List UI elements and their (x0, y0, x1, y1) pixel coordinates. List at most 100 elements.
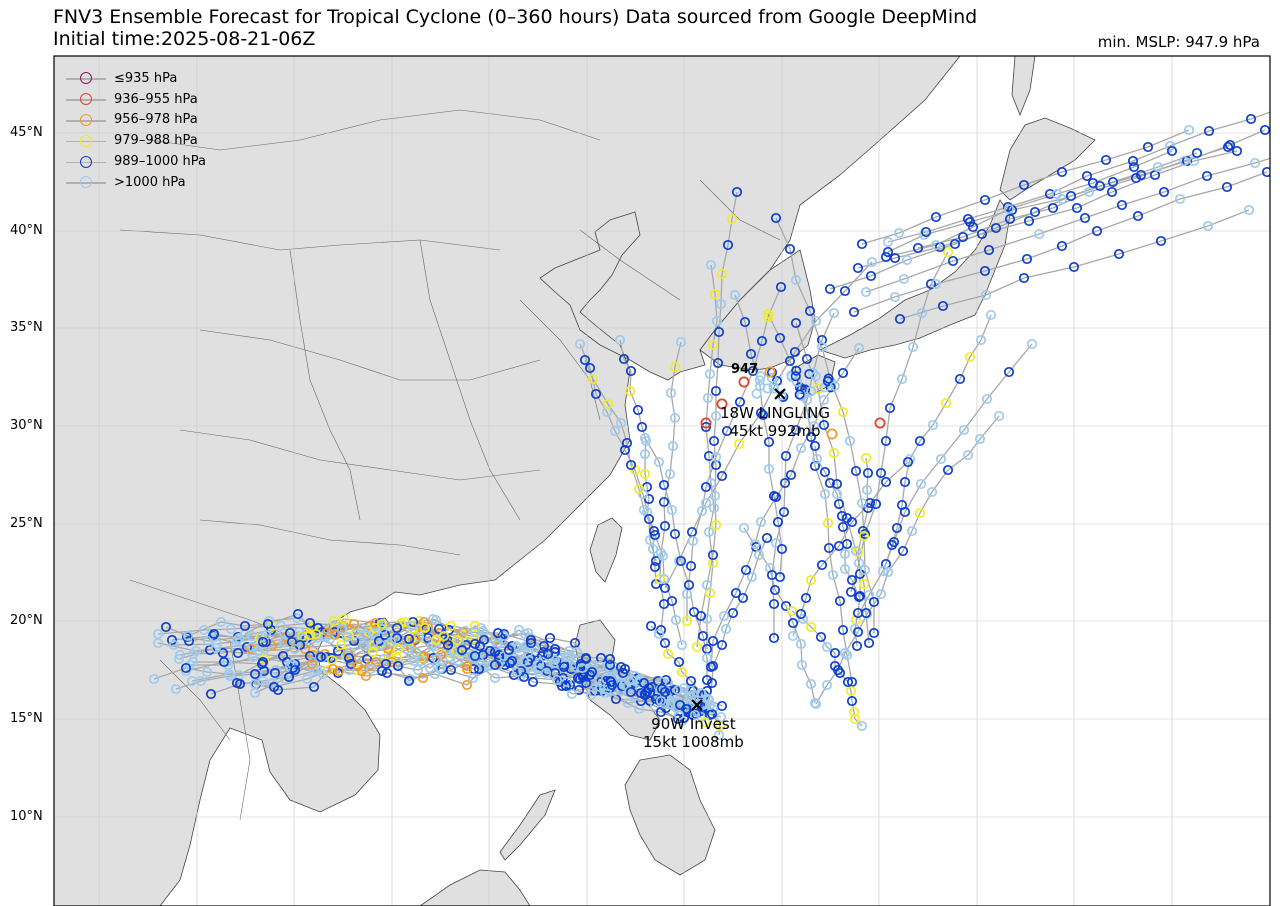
track-point (687, 535, 699, 547)
track-point (322, 626, 334, 638)
track-point (710, 451, 722, 463)
lat-label-10n: 10°N (10, 809, 43, 824)
track-point (408, 655, 420, 667)
track-point (1106, 186, 1118, 198)
track-point (672, 713, 684, 725)
track-point (737, 592, 749, 604)
track-point (899, 506, 911, 518)
track-point (688, 606, 700, 618)
track-point (801, 353, 813, 365)
track-point (704, 368, 716, 380)
track-point (328, 615, 340, 627)
track-point (348, 618, 360, 630)
track-point (860, 286, 872, 298)
track-point (942, 464, 954, 476)
track-point (702, 392, 714, 404)
track-point (1202, 220, 1214, 232)
track-point (168, 639, 180, 651)
track-point (906, 525, 918, 537)
track-point (1056, 166, 1068, 178)
track-point (1155, 235, 1167, 247)
track-point (697, 699, 709, 711)
track-point (224, 670, 236, 682)
track-point (746, 571, 758, 583)
track-point (467, 672, 479, 684)
track-point (356, 665, 368, 677)
track-line (887, 111, 1270, 243)
track-point (343, 652, 355, 664)
track-point (837, 521, 849, 533)
track-point (706, 708, 718, 720)
track-point (518, 671, 530, 683)
track-point (930, 278, 942, 290)
track-point (762, 311, 774, 323)
track-point (824, 283, 836, 295)
track-point (533, 657, 545, 669)
track-point (520, 640, 532, 652)
track-point (875, 588, 887, 600)
track-point (580, 652, 592, 664)
track-point (257, 636, 269, 648)
legend-circle-icon (80, 113, 92, 126)
track-point (418, 650, 430, 662)
track-point (625, 459, 637, 471)
track-point (804, 368, 815, 380)
track-point (685, 675, 697, 687)
storm-intensity: 45kt 992mb (729, 422, 821, 440)
track-point (802, 408, 814, 420)
track-point (823, 373, 834, 384)
track-point (672, 684, 684, 696)
legend-item: 936–955 hPa (66, 89, 206, 110)
track-point (706, 677, 718, 689)
track-point (848, 706, 860, 718)
track-point (833, 540, 845, 552)
track-line (767, 313, 853, 683)
track-point (669, 412, 681, 424)
track-point (927, 419, 939, 431)
track-point (1091, 225, 1103, 237)
track-point (674, 699, 686, 711)
track-point (654, 573, 666, 585)
track-point (678, 712, 690, 724)
track-point (853, 591, 865, 603)
track-point (664, 468, 676, 480)
initial-time: Initial time:2025-08-21-06Z (53, 28, 316, 50)
track-point (1249, 157, 1261, 169)
track-point (615, 417, 627, 429)
track-point (701, 674, 713, 686)
track-point (975, 334, 987, 346)
track-point (796, 659, 808, 671)
track-point (1221, 181, 1233, 193)
track-point (377, 623, 389, 635)
track-point (262, 618, 274, 630)
track-point (718, 610, 730, 622)
track-point (367, 646, 379, 658)
track-point (930, 211, 942, 223)
track-point (451, 634, 463, 646)
track-point (856, 238, 868, 250)
track-point (623, 675, 635, 687)
track-point (819, 488, 831, 500)
track-point (670, 614, 682, 626)
track-point (818, 419, 830, 431)
track-point (645, 620, 657, 632)
track-point (1004, 213, 1016, 225)
track-point (755, 407, 767, 419)
track-point (935, 453, 947, 465)
lat-label-25n: 25°N (10, 516, 43, 531)
track-point (231, 634, 243, 646)
track-point (594, 660, 606, 672)
track-point (376, 618, 388, 630)
track-point (893, 227, 905, 239)
track-point (341, 631, 353, 643)
track-point (787, 630, 799, 642)
track-point (841, 649, 853, 661)
track-point (498, 630, 510, 642)
track-point (700, 497, 712, 509)
track-point (768, 598, 780, 610)
track-point (851, 640, 863, 652)
legend-circle-icon (80, 155, 92, 168)
track-point (525, 637, 537, 649)
track-point (180, 665, 192, 677)
track-point (1181, 155, 1193, 167)
